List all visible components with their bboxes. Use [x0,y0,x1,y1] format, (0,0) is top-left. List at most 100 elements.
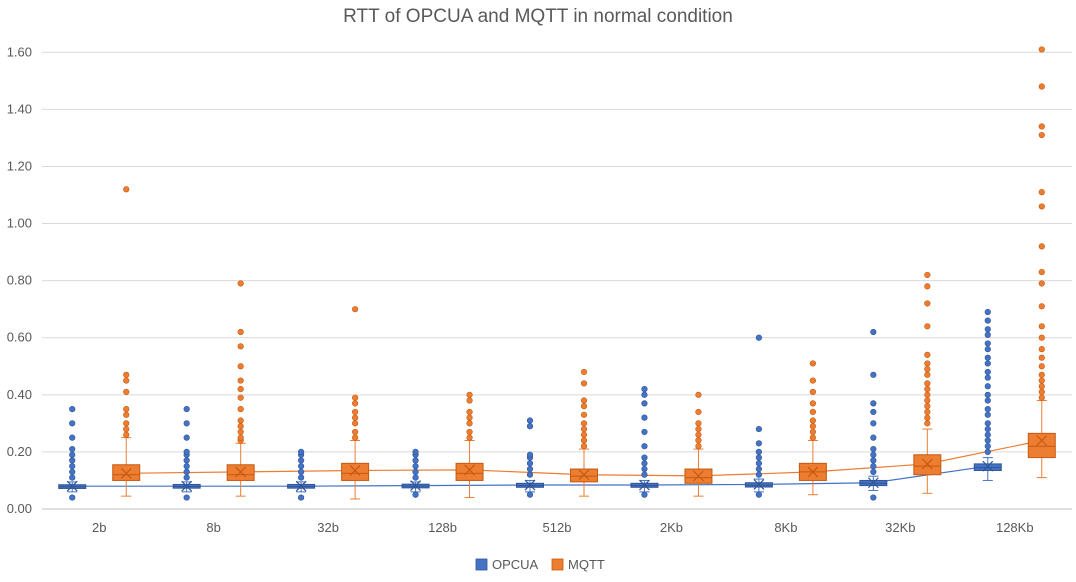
outlier-point [809,417,816,424]
legend-swatch-opcua [475,558,488,571]
y-tick-label: 0.40 [7,387,32,402]
outlier-point [352,306,359,313]
mean-lines [72,439,1042,487]
outlier-point [298,463,305,470]
outlier-point [1038,346,1045,353]
mean-marker [295,480,307,492]
outlier-point [755,454,762,461]
outlier-point [984,405,991,413]
outlier-point [924,386,931,393]
outlier-point [352,420,359,427]
mean-marker [639,479,650,491]
x-tick-label: 32b [317,520,339,535]
outlier-point [1038,280,1045,287]
outlier-point [984,368,991,376]
outlier-point [870,328,877,336]
outlier-point [1038,46,1045,53]
outlier-point [984,420,991,427]
outlier-point [352,428,359,436]
outlier-point [526,451,534,458]
box-mqtt-8b [226,280,255,497]
outlier-point [298,474,305,481]
outlier-point [69,468,76,475]
outlier-point [924,397,931,404]
outlier-point [984,308,991,316]
box-opcua-8b [172,405,201,501]
y-tick-label: 1.00 [7,216,32,231]
box-mqtt-128b [455,391,484,499]
outlier-point [237,377,244,384]
x-tick-label: 2Kb [660,520,683,535]
outlier-point [183,434,190,441]
outlier-point [69,434,76,441]
outlier-point [1038,371,1045,378]
outlier-point [237,363,244,370]
outlier-point [984,360,991,367]
outlier-point [695,443,702,450]
gridlines [42,51,1072,453]
box-mqtt-2Kb [684,391,713,497]
box-iqr [341,462,370,481]
outlier-point [924,271,931,279]
outlier-point [183,474,190,481]
outlier-point [69,463,76,470]
mean-marker [921,458,933,470]
outlier-point [641,443,648,450]
outlier-point [924,283,931,290]
outlier-point [1038,394,1045,401]
outlier-point [526,460,534,467]
outlier-point [695,437,702,444]
outlier-point [1038,323,1045,330]
outlier-point [123,388,130,396]
outlier-point [870,400,877,407]
outlier-point [183,420,190,427]
outlier-point [466,414,473,421]
outlier-point [183,494,190,501]
outlier-point [984,354,991,361]
outlier-point [641,428,648,436]
box-mqtt-8Kb [798,360,827,496]
outlier-point [984,317,991,324]
outlier-point [69,457,76,464]
box-opcua-2Kb [630,386,659,498]
outlier-point [526,423,534,430]
outlier-point [755,491,762,498]
outlier-point [641,491,648,498]
outlier-point [183,468,190,475]
outlier-point [1038,243,1045,250]
box-opcua-2b [58,405,87,501]
outlier-point [412,468,419,475]
outlier-point [984,411,991,418]
outlier-point [1038,354,1045,361]
outlier-point [69,494,76,501]
outlier-point [580,411,588,418]
outlier-point [755,471,762,478]
outlier-point [183,463,190,470]
outlier-point [580,443,588,450]
outlier-point [580,425,588,433]
outlier-point [695,408,702,416]
outlier-point [984,340,991,347]
outlier-point [69,451,76,458]
outlier-point [466,397,473,404]
outlier-point [123,425,130,433]
box-opcua-32b [287,448,316,501]
x-tick-label: 2b [92,520,106,535]
outlier-point [924,391,931,398]
outlier-point [526,491,534,498]
outlier-point [809,377,816,384]
outlier-point [924,371,931,378]
outlier-point [352,408,359,416]
outlier-point [352,394,359,401]
outlier-point [123,420,130,427]
outlier-point [123,186,130,193]
outlier-point [924,420,931,427]
box-iqr [455,462,484,481]
outlier-point [641,400,648,407]
outlier-point [526,465,534,473]
outlier-point [183,457,190,464]
outlier-point [695,431,702,438]
outlier-point [1038,123,1045,130]
outlier-point [870,445,877,453]
outlier-point [641,454,648,461]
